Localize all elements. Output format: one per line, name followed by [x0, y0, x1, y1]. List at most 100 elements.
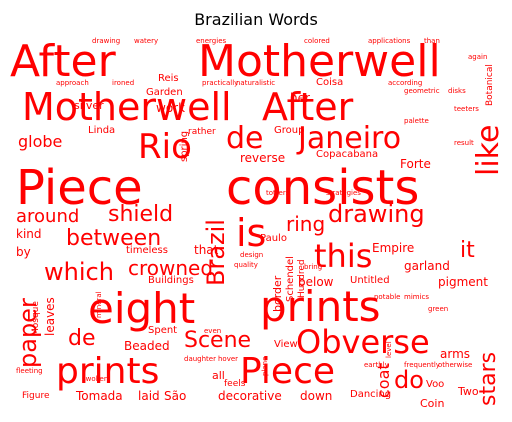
- cloud-word: shield: [108, 202, 174, 227]
- cloud-word: garland: [404, 259, 450, 273]
- cloud-word: Coin: [420, 397, 445, 410]
- cloud-word: reverse: [240, 151, 286, 165]
- cloud-word: prints: [260, 282, 381, 331]
- cloud-word: it: [460, 238, 475, 263]
- cloud-word: rather: [188, 127, 216, 137]
- cloud-word: Untitled: [350, 275, 390, 286]
- cloud-word: around: [16, 206, 80, 227]
- cloud-word: Scene: [184, 328, 252, 353]
- cloud-word: crowned: [128, 256, 214, 280]
- cloud-word: Motherwell: [198, 36, 441, 87]
- cloud-word: Piece: [240, 351, 336, 392]
- cloud-word: applications: [368, 37, 411, 45]
- cloud-word: strategies: [326, 189, 361, 197]
- cloud-word: palette: [404, 117, 429, 125]
- cloud-word: drawing: [92, 37, 121, 45]
- cloud-word: laid: [138, 389, 160, 403]
- cloud-word: timeless: [126, 245, 168, 256]
- cloud-word: View: [274, 339, 298, 350]
- cloud-word: Copacabana: [316, 149, 379, 160]
- cloud-word: Janeiro: [298, 121, 402, 156]
- cloud-word: mineral: [95, 291, 103, 318]
- cloud-word: de: [226, 121, 264, 156]
- cloud-word: according: [388, 79, 423, 87]
- cloud-word: earthly: [364, 361, 389, 369]
- cloud-word: leaves: [43, 297, 57, 336]
- cloud-word: her: [290, 91, 310, 105]
- cloud-word: below: [298, 275, 334, 289]
- cloud-word: de: [68, 326, 96, 351]
- cloud-word: bring: [304, 263, 323, 271]
- cloud-word: work: [156, 101, 186, 115]
- cloud-word: swollen: [82, 375, 109, 383]
- cloud-word: Tomada: [76, 389, 123, 403]
- cloud-word: Reis: [158, 73, 179, 84]
- cloud-word: geometric: [404, 87, 440, 95]
- cloud-word: daughter: [184, 355, 216, 363]
- cloud-word: Piece: [16, 160, 143, 216]
- cloud-word: between: [66, 226, 162, 251]
- cloud-word: stars: [476, 351, 501, 406]
- cloud-word: Forte: [400, 157, 431, 171]
- cloud-word: Coisa: [316, 77, 344, 88]
- cloud-word: naturalistic: [236, 79, 276, 87]
- cloud-word: mimics: [404, 293, 430, 301]
- cloud-word: Group: [274, 125, 305, 136]
- cloud-word: Voo: [426, 379, 445, 390]
- cloud-word: even: [204, 327, 222, 335]
- cloud-word: watery: [134, 37, 159, 45]
- cloud-word: Schendel: [285, 256, 296, 302]
- cloud-word: Garden: [146, 87, 183, 98]
- cloud-word: Empire: [372, 241, 415, 255]
- cloud-word: Linda: [88, 125, 116, 136]
- cloud-word: fleeting: [16, 367, 43, 375]
- cloud-word: energies: [196, 37, 227, 45]
- cloud-word: Mosque: [31, 301, 41, 336]
- cloud-word: feels: [224, 379, 246, 389]
- cloud-word: hover: [218, 355, 239, 363]
- cloud-word: this: [314, 237, 373, 275]
- cloud-word: Motherwell: [22, 85, 232, 129]
- cloud-word: that: [194, 243, 219, 257]
- cloud-word: decorative: [218, 389, 282, 403]
- cloud-word: kind: [16, 227, 42, 241]
- cloud-word: prints: [56, 351, 160, 392]
- cloud-word: globe: [18, 132, 63, 151]
- cloud-word: disks: [448, 87, 466, 95]
- cloud-word: Two: [458, 385, 479, 398]
- cloud-word: After: [262, 85, 354, 129]
- cloud-word: silver: [74, 99, 104, 112]
- cloud-word: which: [44, 258, 114, 286]
- cloud-word: practically: [202, 79, 239, 87]
- cloud-word: than: [424, 37, 440, 45]
- chart-title: Brazilian Words: [194, 10, 318, 29]
- cloud-word: consists: [226, 160, 420, 216]
- cloud-word: again: [468, 53, 488, 61]
- cloud-word: level: [385, 341, 393, 358]
- cloud-word: Obverse: [296, 323, 430, 361]
- cloud-word: Spent: [148, 325, 178, 336]
- cloud-word: After: [10, 36, 116, 87]
- cloud-word: totters: [266, 189, 290, 197]
- cloud-word: São: [164, 389, 187, 403]
- cloud-word: arms: [440, 347, 471, 361]
- cloud-word: result: [454, 139, 474, 147]
- cloud-word: plane: [261, 356, 269, 376]
- cloud-word: Botanical: [485, 64, 495, 106]
- cloud-word: eight: [88, 284, 196, 333]
- cloud-word: ring: [286, 212, 326, 236]
- cloud-word: border: [271, 275, 284, 312]
- cloud-word: all: [212, 369, 225, 382]
- cloud-word: Paulo: [260, 233, 287, 244]
- cloud-word: pigment: [438, 275, 488, 289]
- cloud-word: do: [394, 366, 424, 394]
- cloud-word: Beaded: [124, 339, 170, 353]
- cloud-word: drawing: [328, 200, 425, 228]
- cloud-word: Figure: [22, 391, 50, 401]
- cloud-word: down: [300, 389, 333, 403]
- cloud-word: Buildings: [148, 275, 194, 286]
- cloud-word: frequently: [404, 361, 440, 369]
- cloud-word: by: [16, 245, 31, 259]
- cloud-word: otherwise: [438, 361, 473, 369]
- cloud-word: design: [240, 251, 264, 259]
